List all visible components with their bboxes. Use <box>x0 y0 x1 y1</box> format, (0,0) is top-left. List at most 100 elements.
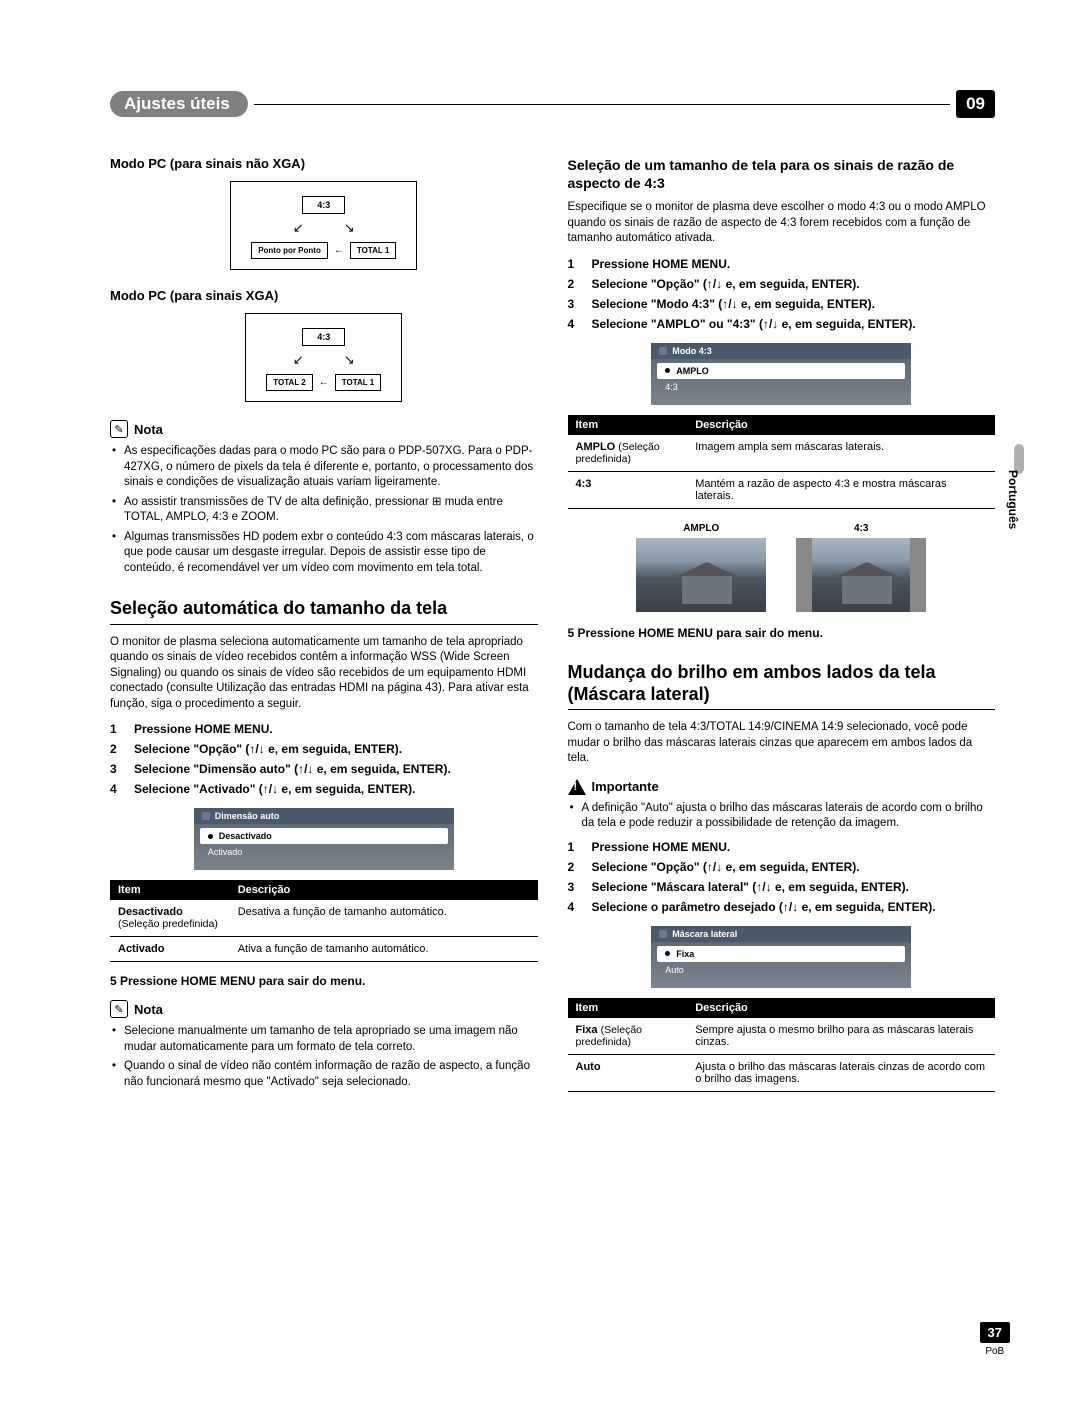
step: Pressione HOME MENU. <box>592 838 996 856</box>
step: Selecione "AMPLO" ou "4:3" (↑/↓ e, em se… <box>592 315 996 333</box>
table-val: Ativa a função de tamanho automático. <box>230 937 538 962</box>
important-item: A definição "Auto" ajusta o brilho das m… <box>582 801 996 832</box>
pc-xga-title: Modo PC (para sinais XGA) <box>110 288 538 303</box>
important-list: A definição "Auto" ajusta o brilho das m… <box>568 801 996 832</box>
menu-dimensao-auto: Dimensão auto Desactivado Activado <box>194 808 454 870</box>
menu-modo43: Modo 4:3 AMPLO 4:3 <box>651 343 911 405</box>
table-key: AMPLO (Seleção predefinida) <box>568 435 688 472</box>
header-title: Ajustes úteis <box>110 91 248 117</box>
important-header: Importante <box>568 779 996 795</box>
section-autosize-title: Seleção automática do tamanho da tela <box>110 598 538 620</box>
sidemask-steps: 1Pressione HOME MENU. 2Selecione "Opção"… <box>568 838 996 916</box>
diagram-top: 4:3 <box>302 196 345 214</box>
diagram-arrows: ↙↘ <box>293 220 355 236</box>
aspect-body: Especifique se o monitor de plasma deve … <box>568 200 996 247</box>
page-number: 37 PoB <box>980 1322 1010 1357</box>
diagram-cell-left: Ponto por Ponto <box>251 242 328 259</box>
step: Selecione "Activado" (↑/↓ e, em seguida,… <box>134 780 538 798</box>
language-tab: Português <box>1006 470 1020 529</box>
menu-item: Auto <box>657 962 905 978</box>
table-val: Desativa a função de tamanho automático. <box>230 900 538 937</box>
page-sub: PoB <box>980 1346 1010 1357</box>
tv-43: 4:3 <box>796 523 926 612</box>
note-label: Nota <box>134 1002 163 1017</box>
tv-preview: AMPLO 4:3 <box>568 523 996 612</box>
note-list: As especificações dadas para o modo PC s… <box>110 444 538 576</box>
diagram-cell-right: TOTAL 1 <box>335 374 381 391</box>
step: Selecione "Opção" (↑/↓ e, em seguida, EN… <box>592 858 996 876</box>
aspect-steps: 1Pressione HOME MENU. 2Selecione "Opção"… <box>568 255 996 333</box>
autosize-steps: 1Pressione HOME MENU. 2Selecione "Opção"… <box>110 720 538 798</box>
step: Selecione "Dimensão auto" (↑/↓ e, em seg… <box>134 760 538 778</box>
table-head: Item <box>568 998 688 1018</box>
aspect-title: Seleção de um tamanho de tela para os si… <box>568 156 996 192</box>
header-rule <box>254 104 950 105</box>
table-head: Descrição <box>687 415 995 435</box>
table-val: Ajusta o brilho das máscaras laterais ci… <box>687 1054 995 1091</box>
tv-image-43 <box>796 538 926 612</box>
step: Selecione "Opção" (↑/↓ e, em seguida, EN… <box>592 275 996 293</box>
autosize-table: ItemDescrição Desactivado(Seleção predef… <box>110 880 538 962</box>
exit-step: 5 Pressione HOME MENU para sair do menu. <box>568 626 996 640</box>
menu-item-selected: AMPLO <box>657 363 905 379</box>
pc-nonxga-title: Modo PC (para sinais não XGA) <box>110 156 538 171</box>
note-list: Selecione manualmente um tamanho de tela… <box>110 1024 538 1090</box>
note-item: Ao assistir transmissões de TV de alta d… <box>124 495 538 526</box>
menu-title: Máscara lateral <box>672 929 737 939</box>
autosize-body: O monitor de plasma seleciona automatica… <box>110 635 538 713</box>
left-column: Modo PC (para sinais não XGA) 4:3 ↙↘ Pon… <box>110 146 538 1104</box>
diagram-top: 4:3 <box>302 328 345 346</box>
aspect-table: ItemDescrição AMPLO (Seleção predefinida… <box>568 415 996 509</box>
section-sidemask-title: Mudança do brilho em ambos lados da tela… <box>568 662 996 705</box>
page-header: Ajustes úteis 09 <box>110 90 995 118</box>
table-val: Sempre ajusta o mesmo brilho para as más… <box>687 1018 995 1055</box>
note-item: As especificações dadas para o modo PC s… <box>124 444 538 491</box>
menu-mascara-lateral: Máscara lateral Fixa Auto <box>651 926 911 988</box>
table-head: Item <box>110 880 230 900</box>
menu-title: Dimensão auto <box>215 811 280 821</box>
step: Selecione "Opção" (↑/↓ e, em seguida, EN… <box>134 740 538 758</box>
section-rule <box>568 709 996 710</box>
pc-xga-diagram: 4:3 ↙↘ TOTAL 2 ← TOTAL 1 <box>110 313 538 402</box>
table-key: Activado <box>110 937 230 962</box>
step: Pressione HOME MENU. <box>592 255 996 273</box>
table-key: Fixa (Seleção predefinida) <box>568 1018 688 1055</box>
pc-nonxga-diagram: 4:3 ↙↘ Ponto por Ponto ← TOTAL 1 <box>110 181 538 270</box>
diagram-cell-right: TOTAL 1 <box>350 242 396 259</box>
pencil-icon: ✎ <box>110 1000 128 1018</box>
diagram-sep: ← <box>334 245 344 256</box>
step: Pressione HOME MENU. <box>134 720 538 738</box>
exit-step: 5 Pressione HOME MENU para sair do menu. <box>110 974 538 988</box>
note-item: Selecione manualmente um tamanho de tela… <box>124 1024 538 1055</box>
menu-item-selected: Desactivado <box>200 828 448 844</box>
step: Selecione "Modo 4:3" (↑/↓ e, em seguida,… <box>592 295 996 313</box>
sidemask-table: ItemDescrição Fixa (Seleção predefinida)… <box>568 998 996 1092</box>
pencil-icon: ✎ <box>110 420 128 438</box>
table-head: Item <box>568 415 688 435</box>
page-number-value: 37 <box>980 1322 1010 1343</box>
note-label: Nota <box>134 422 163 437</box>
tv-label: AMPLO <box>636 523 766 534</box>
chapter-badge: 09 <box>956 90 995 118</box>
note-item: Quando o sinal de vídeo não contém infor… <box>124 1059 538 1090</box>
table-val: Imagem ampla sem máscaras laterais. <box>687 435 995 472</box>
table-head: Descrição <box>687 998 995 1018</box>
table-head: Descrição <box>230 880 538 900</box>
step: Selecione "Máscara lateral" (↑/↓ e, em s… <box>592 878 996 896</box>
table-key: 4:3 <box>568 471 688 508</box>
sidemask-body: Com o tamanho de tela 4:3/TOTAL 14:9/CIN… <box>568 720 996 767</box>
important-label: Importante <box>592 779 659 794</box>
table-key: Desactivado(Seleção predefinida) <box>110 900 230 937</box>
menu-item: Activado <box>200 844 448 860</box>
right-column: Seleção de um tamanho de tela para os si… <box>568 146 996 1104</box>
menu-item: 4:3 <box>657 379 905 395</box>
menu-title: Modo 4:3 <box>672 346 712 356</box>
warning-icon <box>568 779 586 795</box>
tv-image-wide <box>636 538 766 612</box>
content-columns: Modo PC (para sinais não XGA) 4:3 ↙↘ Pon… <box>110 146 995 1104</box>
diagram-cell-left: TOTAL 2 <box>266 374 312 391</box>
tv-amplo: AMPLO <box>636 523 766 612</box>
diagram-arrows: ↙↘ <box>293 352 355 368</box>
note-header: ✎ Nota <box>110 1000 538 1018</box>
section-rule <box>110 624 538 625</box>
